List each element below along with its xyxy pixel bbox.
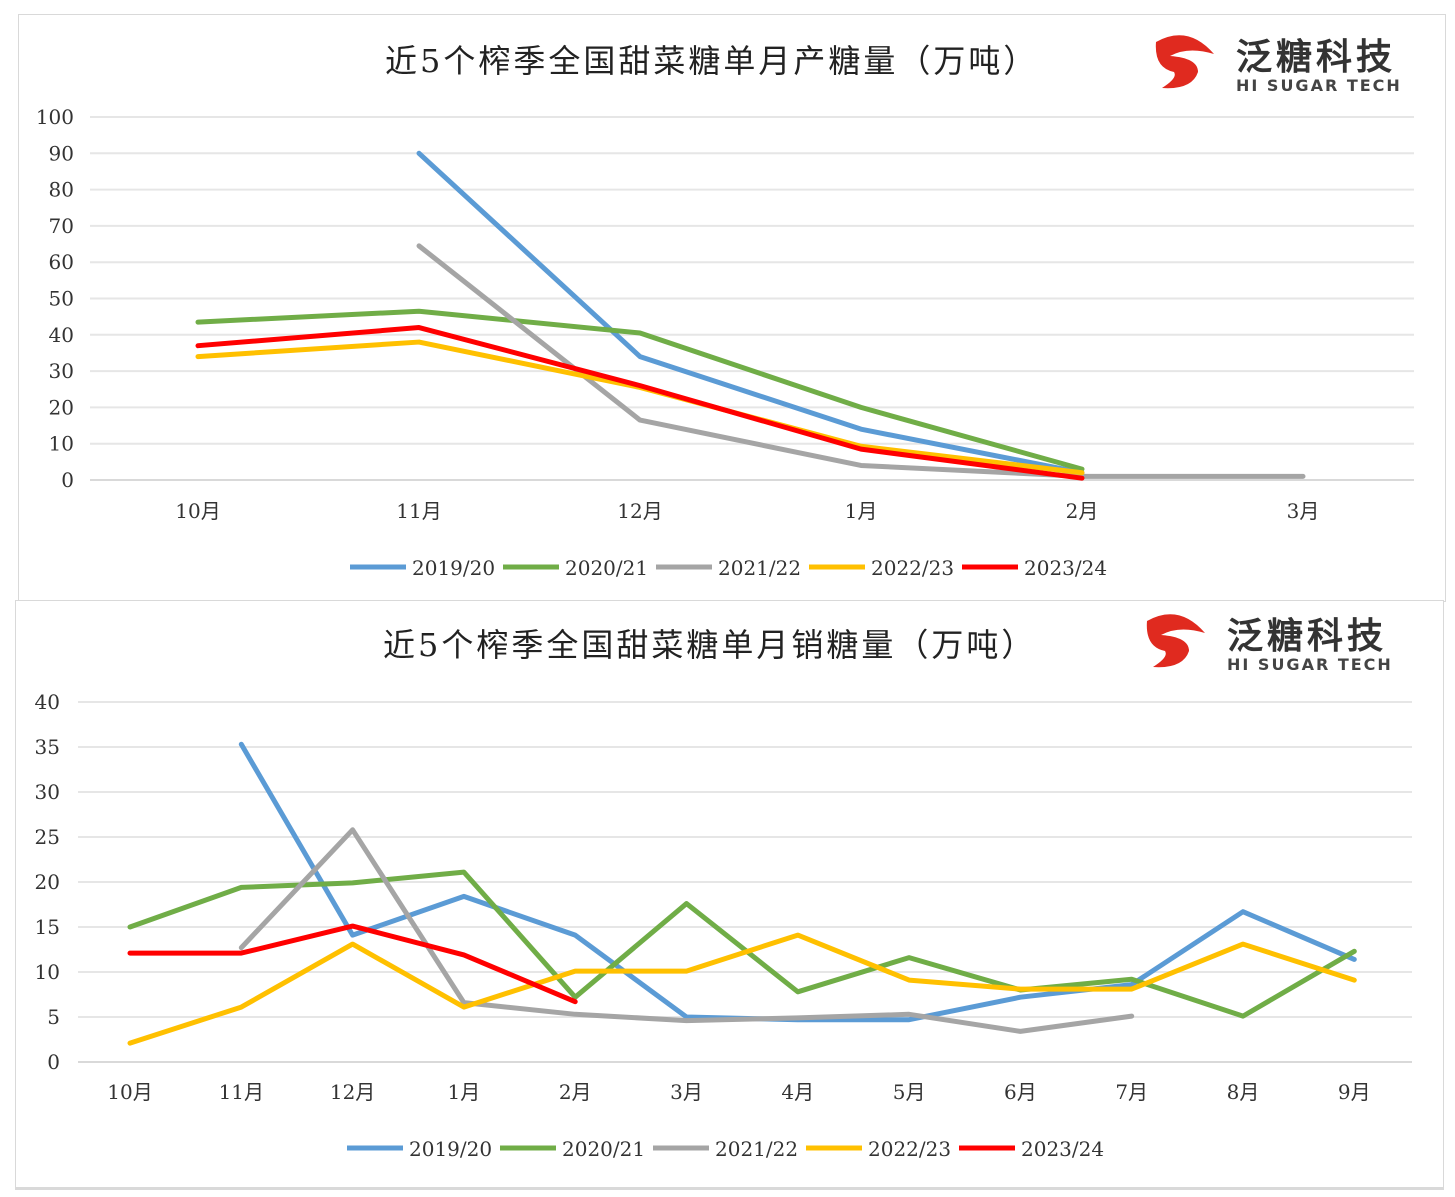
logo-text-en: HI SUGAR TECH: [1227, 655, 1393, 674]
y-tick-label: 60: [49, 250, 74, 274]
y-tick-label: 40: [49, 323, 74, 347]
y-tick-label: 0: [61, 468, 74, 492]
legend-label: 2021/22: [715, 1137, 798, 1161]
logo-text-cn: 泛糖科技: [1227, 616, 1388, 657]
legend-label: 2023/24: [1021, 1137, 1104, 1161]
y-tick-label: 35: [35, 735, 60, 759]
legend-label: 2020/21: [562, 1137, 645, 1161]
chart-1: 0 5 10 15 20 25 30 35 40 10月 11月 12月 1月 2月 3月 4月 5月 6月 7月 8…: [35, 690, 1412, 1161]
y-tick-label: 80: [49, 178, 74, 202]
series-line-2023-24: [127, 923, 578, 1005]
series-line-2020-21: [127, 869, 1357, 1019]
sales-chart-title: 近5个榨季全国甜菜糖单月销糖量（万吨）: [383, 626, 1037, 664]
production-chart-panel: [18, 14, 1446, 602]
x-tick-label: 12月: [617, 499, 662, 523]
x-tick-label: 9月: [1338, 1080, 1371, 1104]
y-tick-label: 90: [49, 141, 74, 165]
y-tick-label: 10: [35, 960, 60, 984]
series-line-2021-22: [416, 243, 1306, 479]
logo-text-cn: 泛糖科技: [1236, 37, 1397, 78]
y-tick-label: 25: [35, 825, 60, 849]
y-tick-label: 100: [36, 105, 74, 129]
y-tick-label: 5: [47, 1005, 60, 1029]
logo-mark-icon: [1155, 35, 1214, 89]
sales-chart-panel: [15, 600, 1444, 1190]
y-tick-label: 30: [35, 780, 60, 804]
series-line-2022-23: [127, 932, 1357, 1046]
y-tick-label: 20: [49, 395, 74, 419]
x-tick-label: 1月: [845, 499, 878, 523]
x-tick-label: 6月: [1004, 1080, 1037, 1104]
y-tick-label: 10: [49, 432, 74, 456]
x-tick-label: 11月: [396, 499, 441, 523]
legend-label: 2023/24: [1024, 556, 1107, 580]
y-tick-label: 70: [49, 214, 74, 238]
x-tick-label: 7月: [1115, 1080, 1148, 1104]
x-tick-label: 2月: [1066, 499, 1099, 523]
logo-bottom: 泛糖科技 HI SUGAR TECH: [1139, 611, 1419, 675]
logo-mark-icon: [1146, 614, 1205, 668]
x-tick-label: 1月: [448, 1080, 481, 1104]
y-tick-label: 20: [35, 870, 60, 894]
y-tick-label: 30: [49, 359, 74, 383]
y-tick-label: 15: [35, 915, 60, 939]
series-line-2020-21: [195, 308, 1085, 472]
y-tick-label: 0: [47, 1050, 60, 1074]
x-tick-label: 8月: [1227, 1080, 1260, 1104]
production-chart-title: 近5个榨季全国甜菜糖单月产糖量（万吨）: [385, 42, 1039, 80]
y-tick-label: 50: [49, 287, 74, 311]
legend-label: 2019/20: [409, 1137, 492, 1161]
legend-label: 2022/23: [871, 556, 954, 580]
x-tick-label: 3月: [670, 1080, 703, 1104]
x-tick-label: 5月: [893, 1080, 926, 1104]
x-tick-label: 4月: [781, 1080, 814, 1104]
x-tick-label: 12月: [330, 1080, 375, 1104]
legend-label: 2020/21: [565, 556, 648, 580]
x-tick-label: 11月: [219, 1080, 264, 1104]
series-line-2019-20: [416, 150, 1085, 476]
x-tick-label: 2月: [559, 1080, 592, 1104]
x-tick-label: 10月: [175, 499, 220, 523]
series-line-2023-24: [195, 325, 1085, 481]
logo-top: 泛糖科技 HI SUGAR TECH: [1148, 32, 1428, 96]
legend-label: 2019/20: [412, 556, 495, 580]
y-tick-label: 40: [35, 690, 60, 714]
legend-label: 2021/22: [718, 556, 801, 580]
logo-text-en: HI SUGAR TECH: [1236, 76, 1402, 95]
series-line-2021-22: [238, 827, 1135, 1034]
x-tick-label: 10月: [107, 1080, 152, 1104]
legend-label: 2022/23: [868, 1137, 951, 1161]
x-tick-label: 3月: [1287, 499, 1320, 523]
chart-0: 0 10 20 30 40 50 60 70 80 90 100 10月 11月 12月 1月 2月 3月 201…: [36, 105, 1414, 580]
